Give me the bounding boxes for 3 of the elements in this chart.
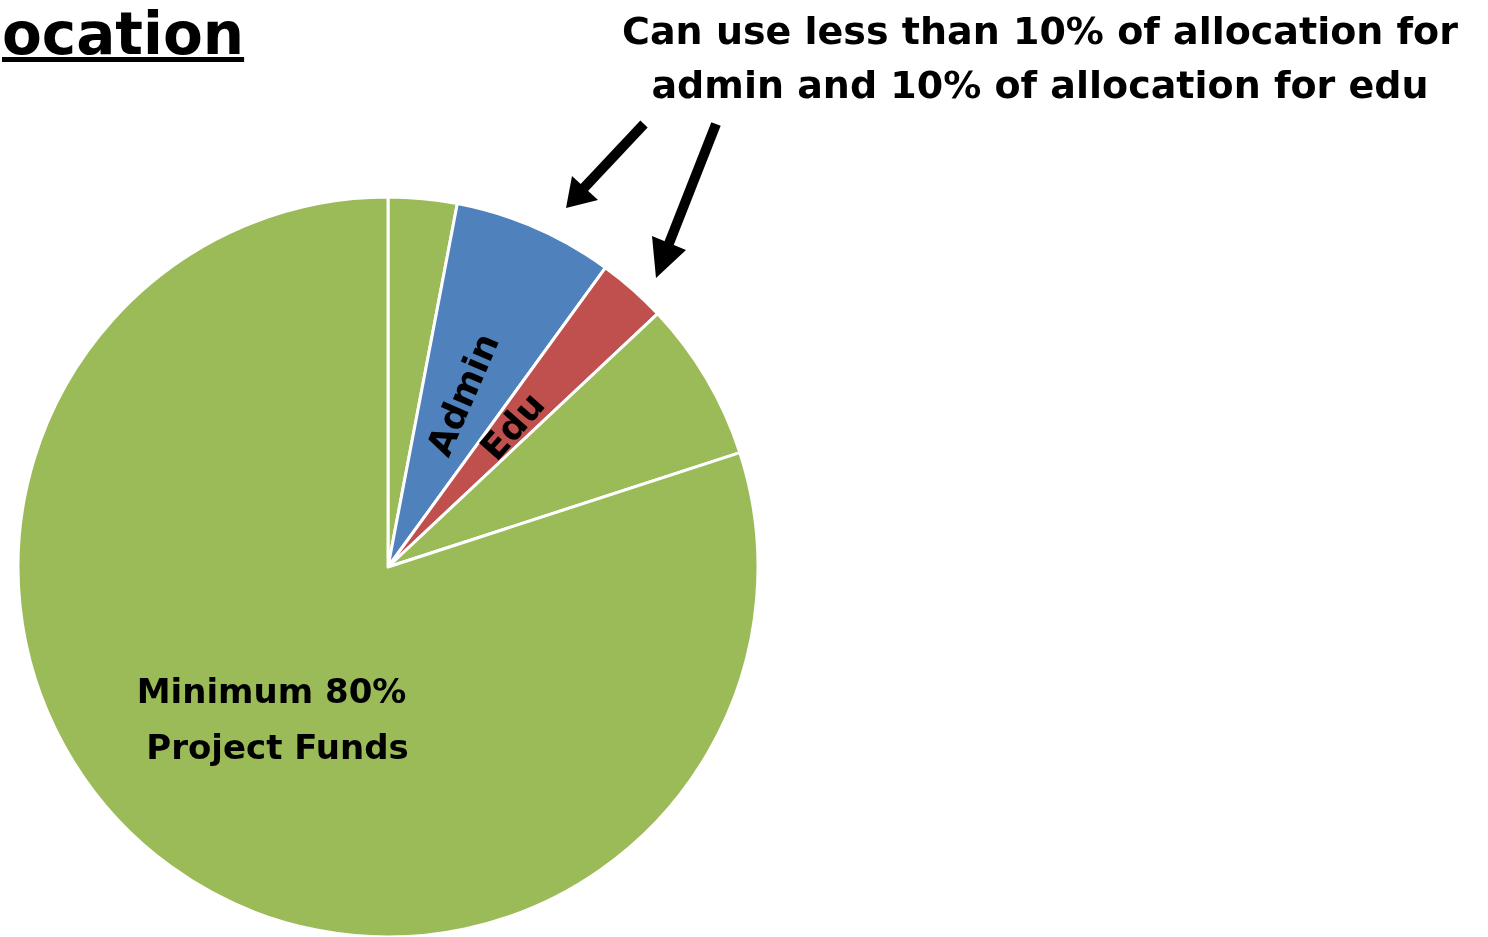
text: Can use less than 10% of allocation for admin and 10% of allocation for edu: [621, 8, 1459, 109]
slice-label: Minimum 80% Project Funds: [136, 671, 419, 768]
chart-title: ocation: [2, 0, 245, 68]
